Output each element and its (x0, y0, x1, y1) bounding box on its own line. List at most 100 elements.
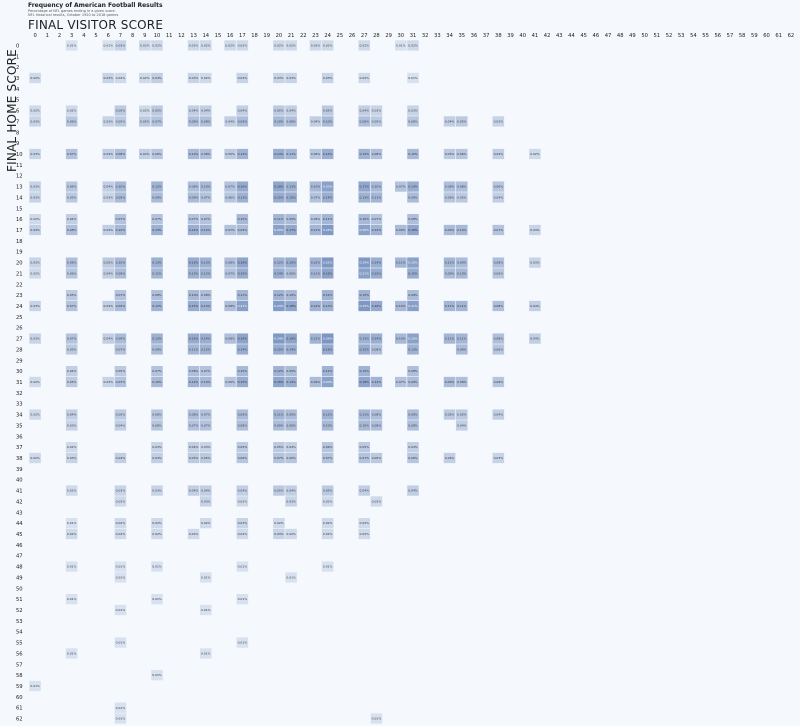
cell-value-label: 0.10% (238, 369, 248, 373)
cell-value-label: 0.04% (116, 424, 126, 428)
heatmap-cell (358, 181, 371, 192)
cell-value-label: 0.01% (67, 565, 77, 569)
heatmap-cell (114, 181, 127, 192)
y-tick-label: 60 (16, 695, 23, 701)
cell-value-label: 0.04% (67, 369, 77, 373)
x-tick-label: 28 (373, 33, 380, 39)
cell-value-label: 0.03% (116, 489, 126, 493)
heatmap-cell (65, 181, 78, 192)
cell-value-label: 0.11% (274, 413, 284, 417)
cell-value-label: 0.11% (238, 293, 248, 297)
heatmap-cell (455, 376, 468, 388)
cell-value-label: 0.01% (67, 521, 77, 525)
heatmap-cell (285, 366, 297, 377)
heatmap-cell (321, 72, 334, 84)
cell-value-label: 0.11% (445, 261, 455, 265)
heatmap-cell (236, 214, 249, 225)
heatmap-cell (65, 257, 78, 268)
cell-value-label: 0.06% (494, 348, 504, 352)
cell-value-label: 0.02% (30, 413, 40, 417)
heatmap-cell (236, 116, 249, 127)
heatmap-cell (321, 214, 334, 225)
cell-value-label: 0.10% (189, 293, 199, 297)
heatmap-cell (199, 518, 212, 529)
cell-value-label: 0.08% (359, 120, 369, 124)
cell-value-label: 0.11% (311, 272, 321, 276)
heatmap-cell (273, 409, 285, 420)
heatmap-cell (151, 561, 163, 572)
cell-value-label: 0.03% (494, 120, 504, 124)
heatmap-cell (321, 181, 334, 192)
heatmap-cell (407, 420, 419, 431)
cell-value-label: 0.04% (152, 76, 162, 80)
cell-value-label: 0.01% (116, 565, 126, 569)
cell-value-label: 0.11% (372, 196, 382, 200)
heatmap-cell (114, 604, 127, 616)
heatmap-cell (65, 300, 78, 312)
cell-value-label: 0.20% (323, 185, 333, 189)
heatmap-cell (309, 40, 322, 51)
cell-value-label: 0.02% (189, 532, 199, 536)
heatmap-cell (114, 105, 127, 116)
heatmap-cell (199, 376, 212, 388)
cell-value-label: 0.11% (359, 413, 369, 417)
cell-value-label: 0.14% (323, 196, 333, 200)
cell-value-label: 0.05% (103, 261, 113, 265)
heatmap-cell (370, 344, 383, 355)
cell-value-label: 0.08% (201, 152, 211, 156)
heatmap-cell (529, 300, 541, 312)
cell-value-label: 0.06% (311, 152, 321, 156)
heatmap-cell (407, 192, 419, 203)
heatmap-cell (236, 40, 249, 51)
x-tick-label: 1 (46, 33, 49, 39)
cell-value-label: 0.05% (189, 456, 199, 460)
x-tick-label: 19 (263, 33, 270, 39)
heatmap-cell (395, 300, 407, 312)
heatmap-cell (199, 409, 212, 420)
y-tick-label: 3 (16, 76, 19, 82)
y-tick-label: 7 (16, 119, 19, 125)
heatmap-cell (321, 192, 334, 203)
y-tick-label: 15 (16, 206, 23, 212)
heatmap-cell (321, 518, 334, 529)
cell-value-label: 0.03% (30, 304, 40, 308)
y-tick-label: 35 (16, 423, 23, 429)
cell-value-label: 0.25% (323, 261, 333, 265)
cell-value-label: 0.02% (274, 44, 284, 48)
heatmap-cell (407, 409, 419, 420)
cell-value-label: 0.13% (359, 337, 369, 341)
heatmap-cell (358, 452, 371, 464)
heatmap-cell (273, 268, 285, 279)
heatmap-cell (114, 192, 127, 203)
heatmap-cell (273, 192, 285, 203)
cell-value-label: 0.12% (201, 228, 211, 232)
cell-value-label: 0.08% (457, 185, 467, 189)
cell-value-label: 0.08% (286, 120, 296, 124)
heatmap-cell (199, 290, 212, 301)
heatmap-cell (321, 528, 334, 540)
heatmap-cell (321, 105, 334, 116)
cell-value-label: 0.04% (238, 489, 248, 493)
cell-value-label: 0.03% (67, 424, 77, 428)
cell-value-label: 0.02% (189, 44, 199, 48)
y-tick-label: 14 (16, 195, 23, 201)
y-tick-label: 36 (16, 434, 23, 440)
heatmap-cell (285, 224, 297, 236)
heatmap-cell (187, 344, 200, 355)
y-tick-label: 20 (16, 261, 23, 267)
cell-value-label: 0.02% (372, 500, 382, 504)
y-tick-label: 39 (16, 467, 23, 473)
cell-value-label: 0.04% (286, 109, 296, 113)
heatmap-cell (285, 496, 297, 507)
cell-value-label: 0.14% (274, 272, 284, 276)
cell-value-label: 0.02% (140, 109, 150, 113)
heatmap-cell (358, 192, 371, 203)
cell-value-label: 0.10% (238, 217, 248, 221)
cell-value-label: 0.10% (152, 380, 162, 384)
heatmap-cell (151, 376, 163, 388)
heatmap-cell (358, 268, 371, 279)
heatmap-cell (151, 670, 163, 681)
heatmap-cell (285, 333, 297, 344)
heatmap-cell (102, 376, 115, 388)
cell-value-label: 0.13% (152, 261, 162, 265)
